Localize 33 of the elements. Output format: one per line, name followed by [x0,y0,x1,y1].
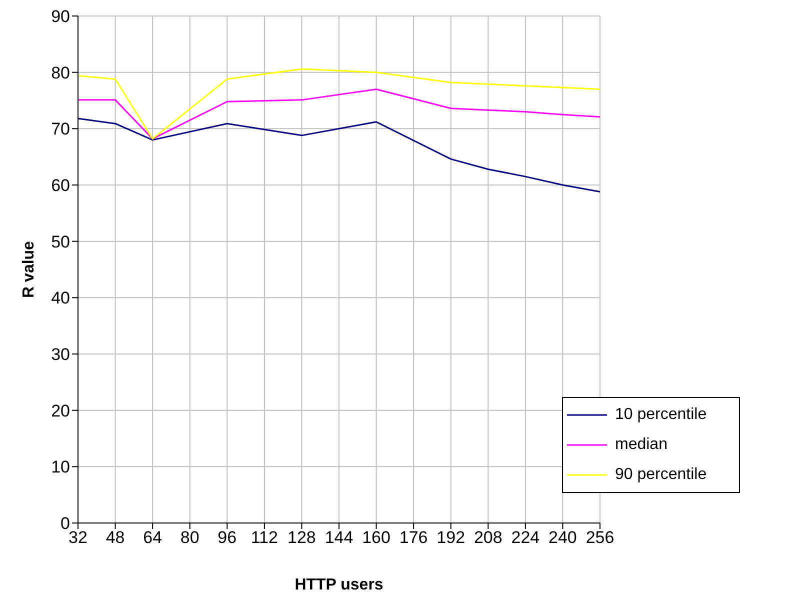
x-tick-label: 64 [143,528,162,548]
legend-label: median [615,436,668,454]
line-series [78,118,600,193]
legend-label: 90 percentile [615,466,707,484]
x-tick-label: 208 [474,528,502,548]
y-tick-label: 90 [51,7,70,26]
x-tick-label: 176 [399,528,428,548]
y-tick-label: 10 [51,458,70,477]
x-tick-label: 240 [548,528,577,548]
x-axis-title: HTTP users [294,576,384,593]
legend-label: 10 percentile [615,406,707,424]
x-tick-label: 96 [218,528,237,548]
x-tick-label: 256 [586,528,614,548]
y-axis-title: R value [20,240,38,298]
x-tick-label: 128 [288,528,316,548]
line-series [78,88,600,140]
x-tick-label: 80 [180,528,200,548]
y-tick-label: 0 [60,514,70,534]
y-tick-label: 40 [51,288,70,308]
x-tick-label: 192 [436,528,466,548]
x-tick-label: 48 [106,528,125,548]
x-tick-label: 224 [511,528,540,548]
y-tick-label: 50 [51,232,70,252]
y-tick-label: 60 [51,176,70,196]
x-tick-label: 32 [68,528,88,548]
line-series [78,68,600,140]
y-tick-label: 70 [51,120,70,139]
y-tick-label: 30 [51,345,70,364]
y-tick-label: 80 [51,63,70,82]
x-tick-label: 144 [324,528,354,548]
x-tick-label: 160 [362,528,390,548]
x-tick-label: 112 [250,528,278,548]
y-tick-label: 20 [51,401,70,420]
